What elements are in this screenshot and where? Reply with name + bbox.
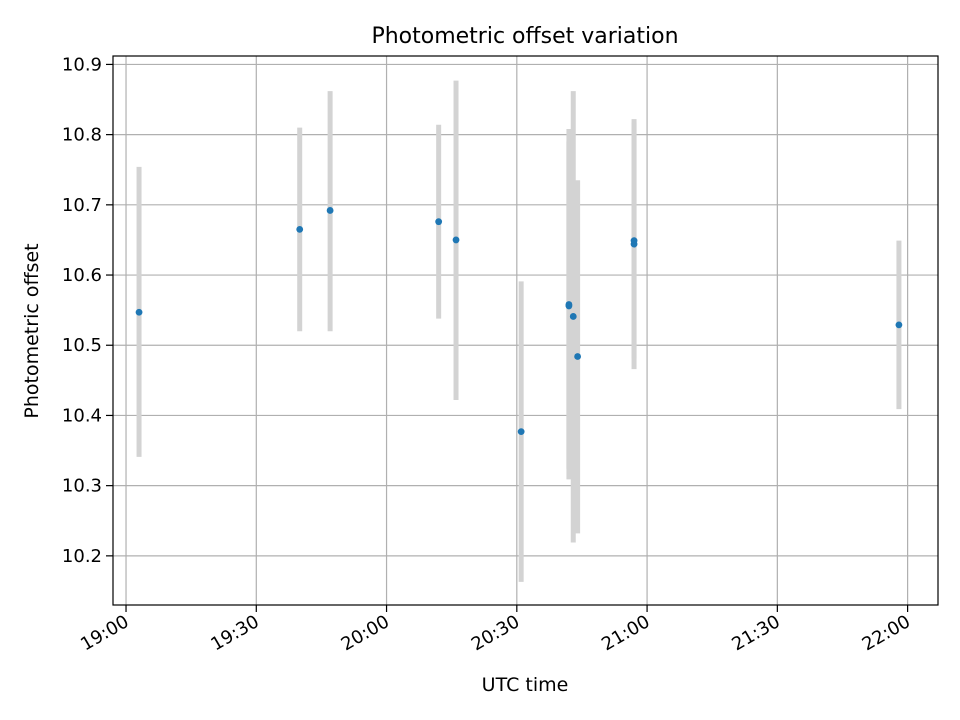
data-point: [517, 428, 525, 435]
y-tick-label: 10.2: [62, 546, 102, 567]
data-point: [452, 236, 460, 244]
data-point: [565, 302, 573, 310]
data-point: [895, 321, 903, 329]
y-tick-label: 10.3: [62, 476, 102, 497]
y-tick-label: 10.5: [62, 335, 102, 356]
x-axis-label: UTC time: [482, 674, 569, 696]
y-tick-label: 10.9: [62, 54, 102, 75]
data-point: [326, 207, 334, 214]
data-point: [135, 308, 143, 316]
data-point: [630, 237, 638, 245]
y-tick-label: 10.8: [62, 125, 102, 146]
y-tick-label: 10.4: [62, 405, 102, 426]
y-axis-label: Photometric offset: [21, 243, 43, 418]
chart-title: Photometric offset variation: [371, 24, 678, 49]
y-tick-label: 10.6: [62, 265, 102, 286]
data-point: [569, 313, 577, 320]
data-point: [296, 226, 304, 233]
grid-layer: [113, 56, 938, 605]
data-point: [435, 218, 443, 226]
point-layer: [135, 207, 903, 435]
y-tick-label: 10.7: [62, 195, 102, 216]
plot-frame: [112, 55, 939, 606]
data-point: [574, 353, 582, 360]
